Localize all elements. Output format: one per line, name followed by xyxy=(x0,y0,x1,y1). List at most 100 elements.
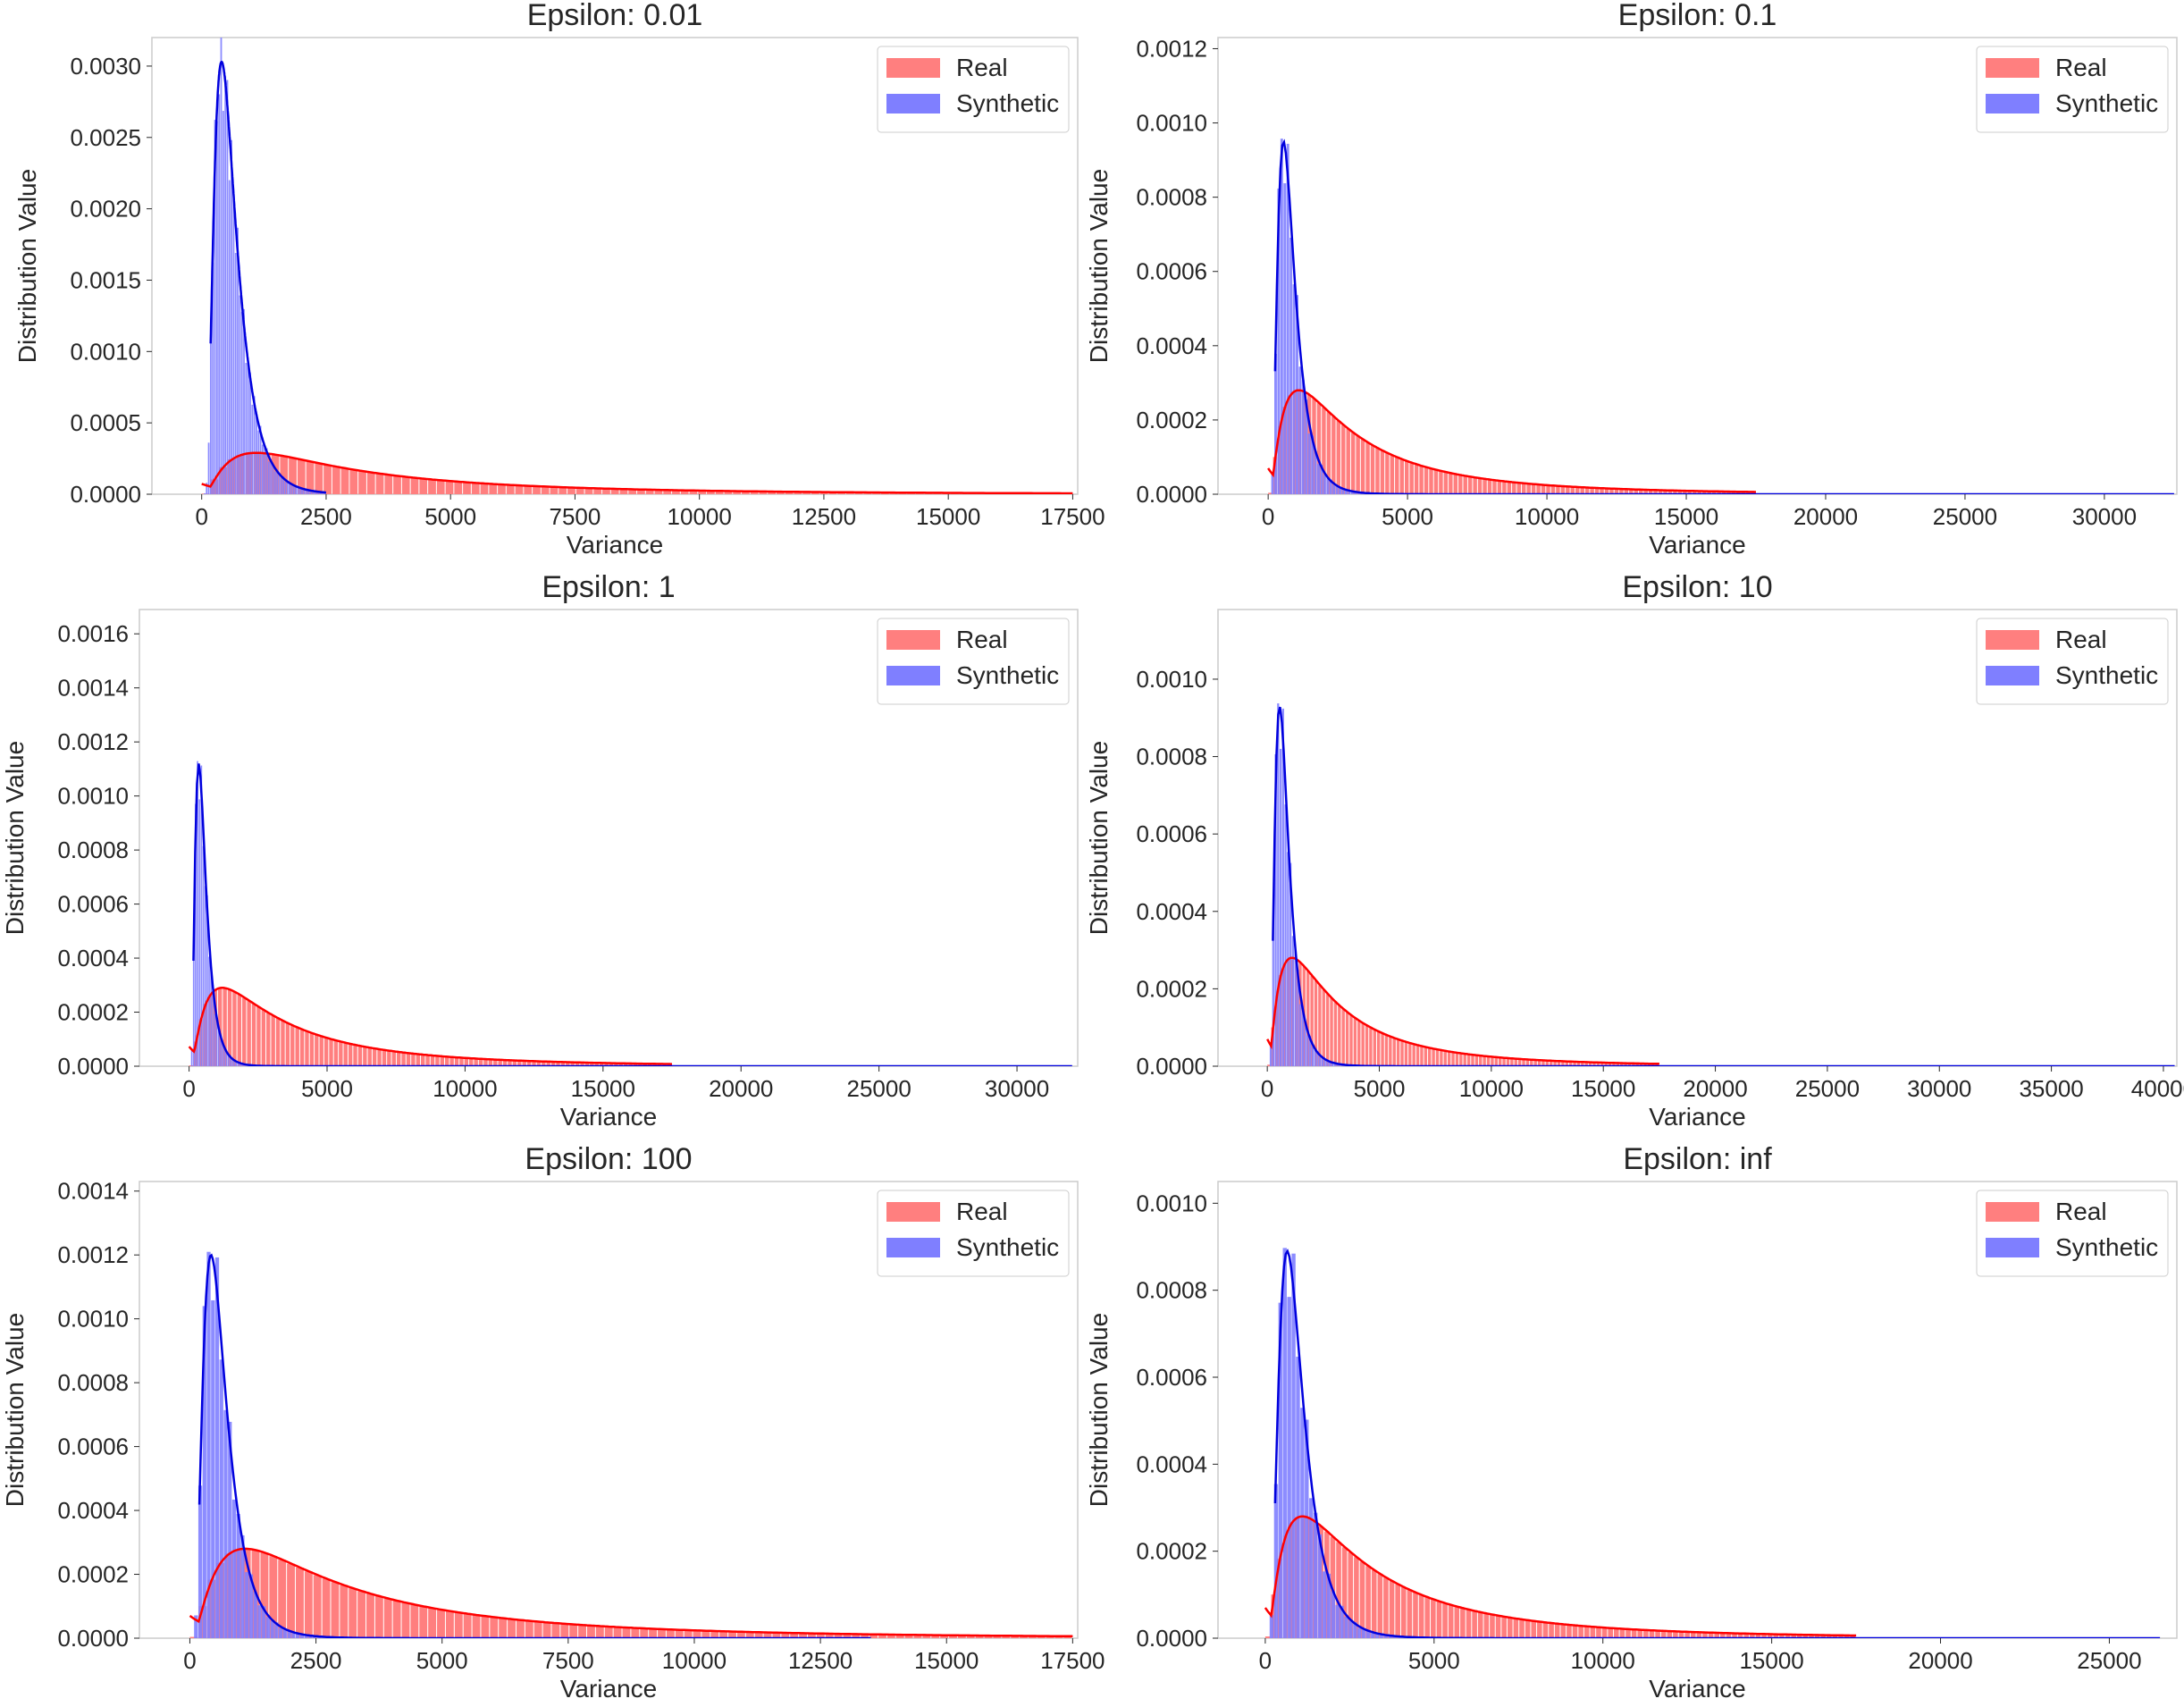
real-bar xyxy=(1726,492,1731,494)
synthetic-bar xyxy=(1309,1036,1312,1066)
real-bar xyxy=(383,1598,392,1638)
real-bar xyxy=(396,1052,401,1066)
legend-real-swatch xyxy=(886,1202,940,1222)
real-bar xyxy=(1420,1046,1424,1066)
synthetic-bar xyxy=(286,481,289,494)
synthetic-bar xyxy=(240,312,243,494)
real-bar xyxy=(931,1635,940,1638)
real-bar xyxy=(790,1633,799,1638)
real-bar xyxy=(1568,1061,1573,1066)
real-bar xyxy=(1399,458,1404,494)
y-tick-label: 0.0006 xyxy=(1136,1364,1207,1391)
synthetic-bar xyxy=(1299,1004,1302,1066)
real-bar xyxy=(1433,469,1439,494)
real-bar xyxy=(1560,486,1566,494)
synthetic-bar xyxy=(1335,485,1339,494)
legend-real-label: Real xyxy=(956,626,1008,653)
synthetic-bar xyxy=(214,1013,216,1066)
real-bar xyxy=(1785,1634,1791,1638)
synthetic-kde-line xyxy=(209,60,326,494)
real-bar xyxy=(256,1006,261,1066)
x-tick-label: 2500 xyxy=(290,1647,342,1674)
y-tick-label: 0.0000 xyxy=(1136,1625,1207,1652)
real-bar xyxy=(319,1036,323,1066)
real-bar xyxy=(604,1627,613,1638)
y-tick-label: 0.0008 xyxy=(57,1369,129,1396)
real-bar xyxy=(1350,433,1356,494)
synthetic-bar xyxy=(225,1052,228,1066)
real-bar xyxy=(602,488,610,494)
real-bar xyxy=(1517,1058,1522,1066)
real-bar xyxy=(614,1063,618,1066)
synthetic-bar xyxy=(270,1620,274,1638)
real-bar xyxy=(654,490,663,494)
synthetic-bar xyxy=(1314,1049,1316,1066)
y-tick-label: 0.0014 xyxy=(57,1178,129,1205)
real-bar xyxy=(1282,963,1287,1066)
real-bar xyxy=(333,1040,339,1066)
synthetic-bar xyxy=(1291,1253,1296,1638)
real-bar xyxy=(1326,412,1331,494)
subplot-title: Epsilon: 0.01 xyxy=(527,0,703,32)
real-bar xyxy=(878,1634,886,1638)
legend-synthetic-swatch xyxy=(1986,94,2039,114)
synthetic-bar xyxy=(1277,188,1281,494)
real-bar xyxy=(1673,1631,1678,1638)
legend-real-label: Real xyxy=(2055,54,2107,81)
real-bar xyxy=(1608,1063,1612,1066)
synthetic-bar xyxy=(1274,353,1277,494)
synthetic-bar xyxy=(1326,1061,1329,1066)
real-bar xyxy=(1655,1630,1660,1638)
real-bar xyxy=(1271,1594,1277,1638)
real-bar xyxy=(633,1064,638,1066)
real-bar xyxy=(886,1634,895,1638)
real-bar xyxy=(237,994,242,1066)
x-tick-label: 15000 xyxy=(916,503,980,530)
synthetic-bar xyxy=(235,1062,238,1066)
real-bar xyxy=(1359,1561,1365,1638)
real-bar xyxy=(1566,486,1570,494)
real-bar xyxy=(430,1055,435,1066)
x-tick-label: 0 xyxy=(1259,1647,1272,1674)
real-bar xyxy=(1404,460,1409,494)
real-bar xyxy=(1356,436,1360,494)
synthetic-bar xyxy=(1304,1022,1306,1066)
real-bar xyxy=(363,1047,367,1066)
synthetic-bar xyxy=(279,1627,283,1638)
real-bar xyxy=(736,1631,745,1638)
real-bar xyxy=(1560,1624,1567,1638)
synthetic-bar xyxy=(218,94,221,494)
real-bar xyxy=(781,1633,790,1638)
real-bar xyxy=(1658,490,1663,494)
real-bar xyxy=(1483,1613,1490,1638)
synthetic-bar xyxy=(253,396,256,494)
synthetic-bar xyxy=(1279,748,1282,1066)
y-tick-label: 0.0014 xyxy=(57,675,129,702)
x-tick-label: 10000 xyxy=(433,1075,497,1102)
real-bar xyxy=(201,493,210,494)
y-tick-label: 0.0008 xyxy=(1136,744,1207,770)
synthetic-bar xyxy=(1292,284,1296,494)
y-tick-label: 0.0000 xyxy=(1136,481,1207,508)
real-bar xyxy=(645,489,654,494)
y-tick-label: 0.0006 xyxy=(1136,820,1207,847)
y-tick-label: 0.0020 xyxy=(70,196,141,223)
x-tick-label: 15000 xyxy=(1654,503,1718,530)
real-bar xyxy=(715,491,724,494)
real-bar xyxy=(1336,1542,1341,1638)
real-bar xyxy=(353,1045,357,1066)
real-bar xyxy=(1533,1060,1537,1066)
real-bar xyxy=(675,1629,684,1638)
real-bar xyxy=(622,1627,631,1638)
real-bar xyxy=(1354,1557,1359,1638)
x-axis-label: Variance xyxy=(1649,1675,1745,1703)
x-tick-label: 10000 xyxy=(668,503,732,530)
real-bar xyxy=(1341,425,1346,494)
real-bar xyxy=(1567,1625,1572,1638)
real-bar xyxy=(1322,989,1325,1066)
real-bar xyxy=(1791,1634,1796,1638)
real-bar xyxy=(1578,1626,1583,1638)
x-tick-label: 25000 xyxy=(846,1075,911,1102)
real-bar xyxy=(1419,466,1424,494)
real-bar xyxy=(499,1618,508,1638)
